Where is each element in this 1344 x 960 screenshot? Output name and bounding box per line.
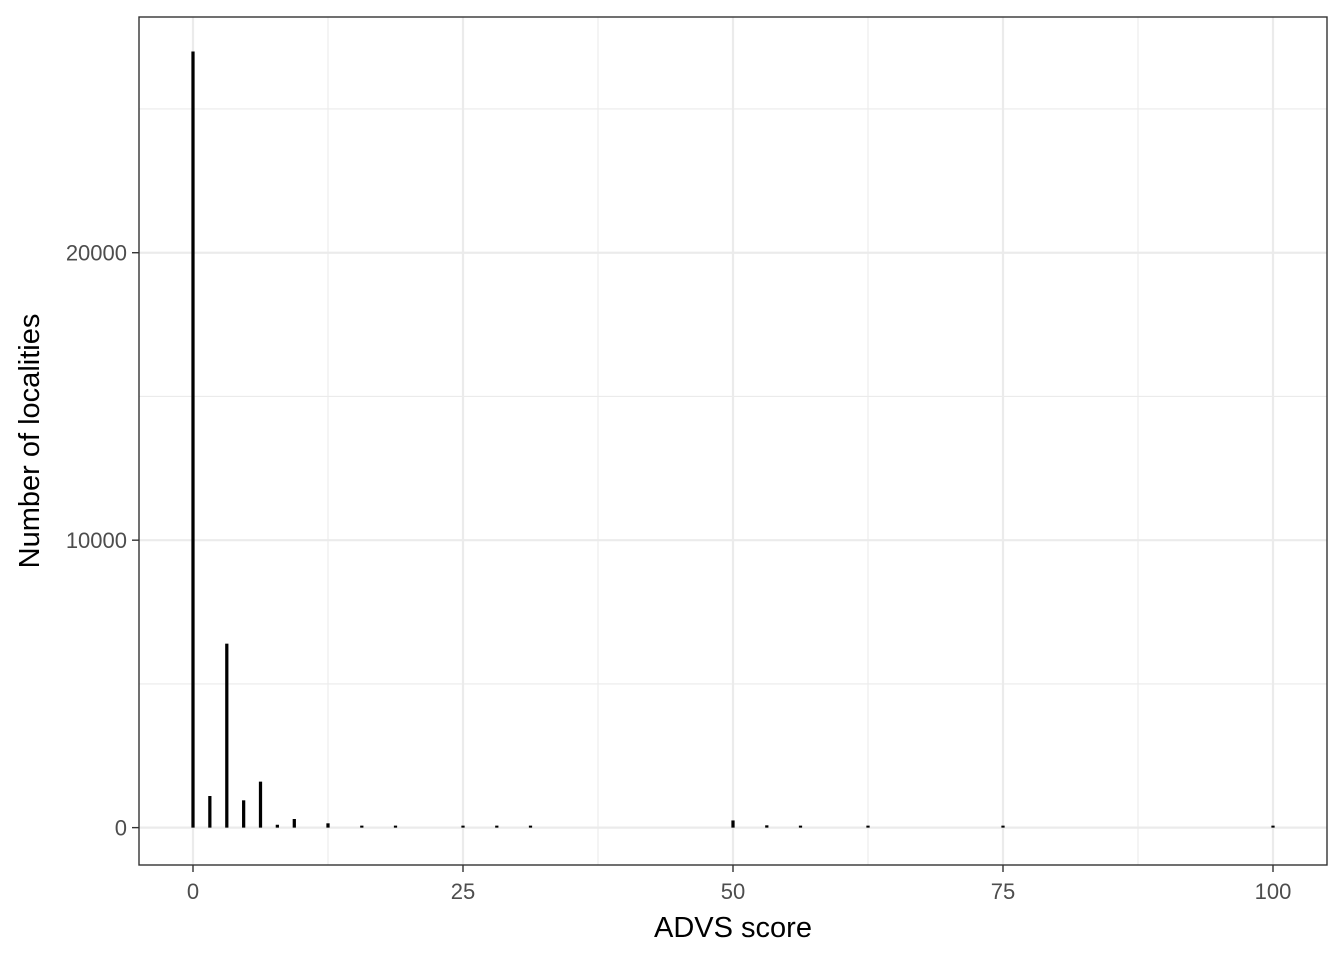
histogram-bar bbox=[495, 825, 499, 828]
histogram-bar bbox=[866, 825, 870, 828]
histogram-bar bbox=[528, 825, 533, 828]
x-axis-title: ADVS score bbox=[654, 912, 812, 944]
x-tick-label: 0 bbox=[187, 879, 199, 904]
x-tick-label: 100 bbox=[1255, 879, 1292, 904]
histogram-bar bbox=[731, 820, 735, 828]
histogram-bar bbox=[191, 51, 195, 828]
histogram-bar bbox=[242, 800, 246, 828]
axis-ticks: 0 25 50 75 100 0 10000 20000 bbox=[66, 241, 1292, 904]
histogram-bar bbox=[461, 825, 465, 828]
histogram-bar bbox=[275, 824, 279, 828]
histogram-bar bbox=[208, 796, 212, 828]
histogram-bar bbox=[798, 825, 803, 828]
histogram-bar bbox=[1001, 825, 1005, 828]
histogram-bar bbox=[292, 819, 296, 828]
histogram-bar bbox=[225, 643, 229, 828]
x-tick-label: 50 bbox=[721, 879, 745, 904]
histogram-bar bbox=[1271, 825, 1275, 828]
x-tick-label: 25 bbox=[451, 879, 475, 904]
y-tick-label: 20000 bbox=[66, 241, 127, 266]
histogram-bar bbox=[393, 825, 398, 828]
y-tick-label: 0 bbox=[115, 816, 127, 841]
histogram-bar bbox=[326, 823, 330, 828]
histogram-bar bbox=[258, 781, 263, 828]
x-tick-label: 75 bbox=[991, 879, 1015, 904]
histogram-bar bbox=[765, 825, 769, 828]
bars bbox=[191, 51, 1275, 828]
histogram-bar bbox=[360, 825, 364, 828]
y-axis-title: Number of localities bbox=[14, 314, 46, 569]
y-tick-label: 10000 bbox=[66, 528, 127, 553]
